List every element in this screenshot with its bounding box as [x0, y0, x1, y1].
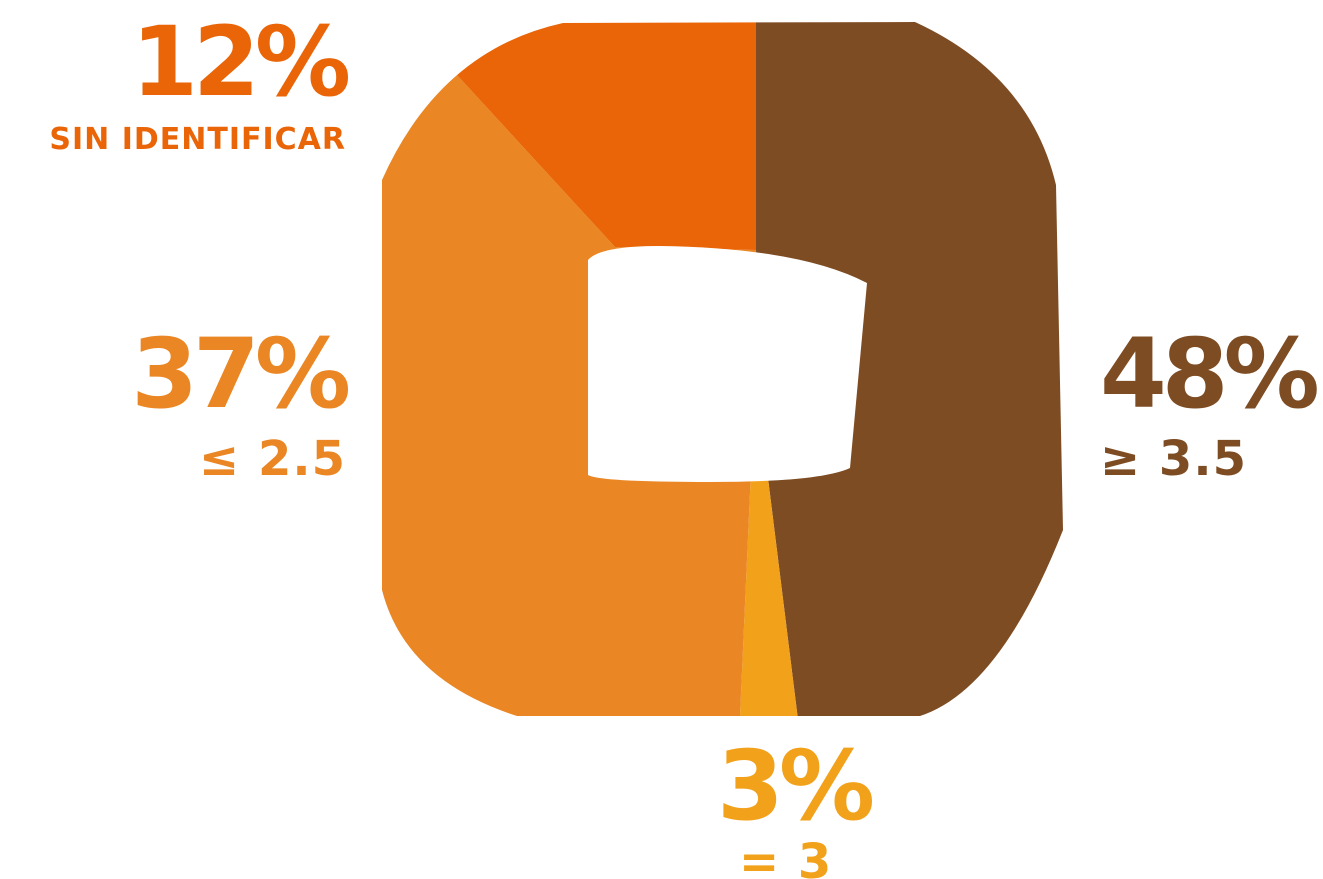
category-label-le-2-5: ≤ 2.5 [199, 431, 346, 487]
pie-slice-eq-3 [738, 470, 803, 716]
pie-slice-sin-identificar [388, 22, 756, 250]
pie-label-ge-3-5: 48% ≥ 3.5 [1100, 318, 1323, 487]
percent-label-eq-3: 3% [717, 730, 873, 842]
percent-label-le-2-5: 37% [131, 318, 349, 430]
pie-label-sin-identificar: 12% SIN IDENTIFICAR [49, 6, 353, 157]
category-label-sin-identificar: SIN IDENTIFICAR [49, 122, 346, 157]
donut-hole [588, 246, 867, 482]
category-label-ge-3-5: ≥ 3.5 [1100, 431, 1247, 487]
category-label-eq-3: = 3 [739, 834, 832, 879]
percent-label-ge-3-5: 48% [1100, 318, 1318, 430]
pie-label-le-2-5: 37% ≤ 2.5 [131, 318, 354, 487]
donut-slices [382, 22, 1063, 716]
pie-slice-le-2-5 [382, 22, 756, 716]
percent-label-sin-identificar: 12% [131, 6, 349, 118]
pie-label-eq-3: 3% = 3 [717, 730, 878, 879]
pie-slice-ge-3-5 [756, 22, 1063, 716]
